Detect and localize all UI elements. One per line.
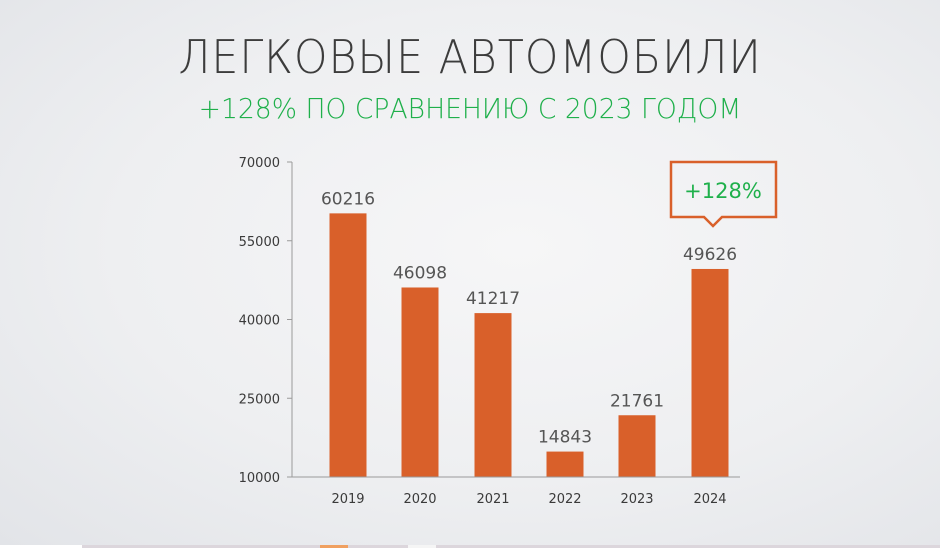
x-tick-label: 2019: [331, 492, 364, 507]
slide-title: ЛЕГКОВЫЕ АВТОМОБИЛИ: [178, 30, 762, 84]
data-label: 21761: [610, 391, 664, 411]
x-tick-label: 2024: [693, 492, 726, 507]
callout-text: +128%: [684, 179, 762, 203]
callout-box: [669, 160, 778, 228]
bar-2024: [691, 268, 729, 477]
y-tick-label: 55000: [239, 235, 280, 250]
data-label: 14843: [538, 428, 592, 448]
strip-segment: [320, 545, 348, 548]
data-label: 41217: [466, 289, 520, 309]
bar-2022: [546, 451, 584, 477]
y-tick-label: 40000: [239, 314, 280, 329]
bar-2020: [401, 287, 439, 477]
y-tick-label: 25000: [239, 392, 280, 407]
x-tick-label: 2020: [403, 492, 436, 507]
x-tick-label: 2022: [548, 492, 581, 507]
bar-2019: [329, 213, 367, 477]
x-axis: 2019 2020 2021 2022 2023 2024: [292, 476, 740, 507]
bar-2023: [618, 415, 656, 477]
callout-annotation: +128%: [669, 160, 778, 228]
bars: 60216 46098 41217 14843 21761 49626: [321, 189, 737, 477]
data-label: 49626: [683, 245, 737, 265]
bottom-strip: [0, 545, 940, 548]
strip-segment: [0, 545, 82, 548]
y-tick-label: 70000: [239, 156, 280, 171]
x-tick-label: 2021: [476, 492, 509, 507]
x-tick-label: 2023: [620, 492, 653, 507]
y-axis: 10000 25000 40000 55000 70000: [239, 156, 293, 486]
strip-segment: [408, 545, 436, 548]
data-label: 46098: [393, 263, 447, 283]
y-tick-label: 10000: [239, 471, 280, 486]
data-label: 60216: [321, 189, 375, 209]
slide-subtitle: +128% ПО СРАВНЕНИЮ С 2023 ГОДОМ: [198, 92, 742, 125]
bar-2021: [474, 313, 512, 477]
